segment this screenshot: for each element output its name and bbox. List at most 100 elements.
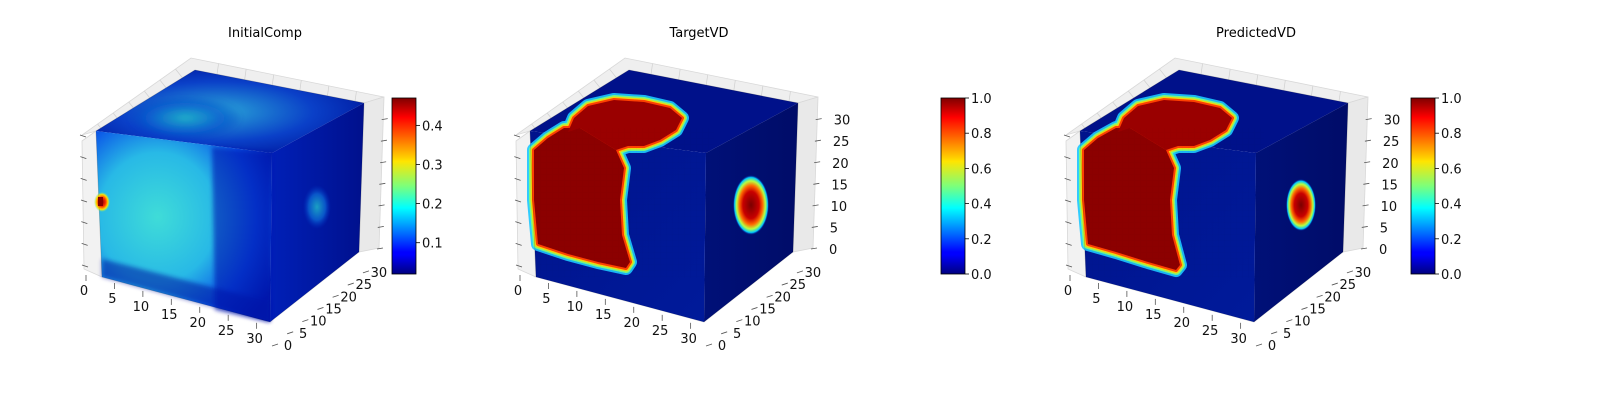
y-tick bbox=[751, 307, 758, 310]
x-tick-label: 15 bbox=[595, 308, 612, 323]
z-tick-left bbox=[81, 264, 89, 268]
side-face-blob bbox=[733, 175, 769, 235]
pane-gridline bbox=[1159, 68, 1168, 80]
voxel-grid-overlay bbox=[534, 128, 714, 278]
y-tick bbox=[1331, 282, 1338, 286]
right-pane bbox=[792, 96, 819, 253]
z-tick-left bbox=[1064, 199, 1072, 203]
x-tick-label: 15 bbox=[161, 308, 178, 323]
voxel-cube bbox=[94, 69, 365, 323]
z-tick bbox=[381, 118, 388, 121]
y-tick-label: 30 bbox=[371, 266, 388, 281]
y-tick bbox=[1255, 343, 1263, 347]
pane-gridline bbox=[175, 68, 184, 80]
y-tick bbox=[362, 270, 370, 274]
x-tick-label: 25 bbox=[1202, 324, 1219, 339]
high-value-region bbox=[527, 93, 714, 278]
axes-panes bbox=[81, 57, 385, 278]
pane-gridline bbox=[609, 68, 618, 80]
y-tick bbox=[721, 331, 728, 335]
z-tick-left bbox=[515, 221, 522, 225]
z-tick-left bbox=[1064, 177, 1071, 181]
colorbar-tick-label: 0.3 bbox=[422, 158, 443, 173]
z-tick-left bbox=[514, 156, 521, 160]
colorbar: 0.0 0.2 0.4 0.6 0.8 1.0 bbox=[1410, 92, 1462, 283]
z-tick bbox=[811, 226, 818, 228]
y-tick bbox=[271, 343, 279, 347]
colorbar-tick-label: 0.8 bbox=[971, 127, 992, 142]
front-right-shade bbox=[212, 147, 272, 322]
y-tick-label: 30 bbox=[805, 266, 822, 281]
colorbar-gradient bbox=[940, 97, 966, 275]
colorbar: 0.1 0.2 0.3 0.4 bbox=[391, 97, 443, 275]
colorbar-tick-label: 0.4 bbox=[1441, 198, 1462, 213]
x-tick-label: 30 bbox=[246, 332, 263, 347]
colorbar-tick-label: 0.6 bbox=[971, 162, 992, 177]
colorbar-tick-label: 0.6 bbox=[1441, 162, 1462, 177]
z-tick-left bbox=[1065, 242, 1072, 246]
z-tick-label: 10 bbox=[1381, 200, 1398, 215]
z-tick bbox=[379, 182, 386, 185]
y-tick bbox=[347, 282, 354, 286]
z-tick-left bbox=[514, 199, 522, 203]
z-tick bbox=[380, 161, 387, 164]
z-tick-label: 5 bbox=[1380, 221, 1388, 236]
y-tick bbox=[1271, 331, 1278, 335]
colorbar-tick-label: 0.8 bbox=[1441, 127, 1462, 142]
x-tick-label: 20 bbox=[189, 316, 206, 331]
colorbar-gradient bbox=[391, 97, 417, 275]
z-tick-left bbox=[80, 156, 87, 160]
z-tick-left bbox=[515, 242, 522, 246]
y-tick-label: 25 bbox=[790, 278, 807, 293]
x-tick-label: 25 bbox=[218, 324, 235, 339]
y-tick-label: 5 bbox=[299, 327, 307, 342]
y-tick-label: 10 bbox=[310, 315, 327, 330]
colorbar-tick-label: 0.0 bbox=[971, 268, 992, 283]
y-tick-label: 5 bbox=[733, 327, 741, 342]
y-tick-label: 15 bbox=[759, 302, 776, 317]
x-tick-label: 5 bbox=[108, 292, 116, 307]
side-face-blob bbox=[303, 185, 331, 229]
z-tick-label: 10 bbox=[831, 200, 848, 215]
colorbar-tick-label: 0.1 bbox=[422, 237, 443, 252]
z-tick-left bbox=[515, 264, 523, 268]
y-tick-label: 0 bbox=[718, 339, 726, 354]
colorbar-tick-label: 0.4 bbox=[422, 119, 443, 134]
y-tick-label: 15 bbox=[1309, 302, 1326, 317]
high-value-region bbox=[1077, 93, 1264, 278]
y-tick-label: 0 bbox=[284, 339, 292, 354]
z-tick bbox=[1364, 139, 1371, 142]
y-tick-label: 5 bbox=[1283, 327, 1291, 342]
y-tick-label: 25 bbox=[1340, 278, 1357, 293]
cube-outline bbox=[95, 69, 365, 323]
x-tick-label: 0 bbox=[80, 284, 88, 299]
z-tick-left bbox=[514, 177, 521, 181]
z-tick-left bbox=[80, 177, 87, 181]
x-tick-label: 5 bbox=[542, 292, 550, 307]
z-tick-label: 25 bbox=[833, 135, 850, 150]
colorbar: 0.0 0.2 0.4 0.6 0.8 1.0 bbox=[940, 92, 992, 283]
x-tick-label: 30 bbox=[680, 332, 697, 347]
z-tick-label: 20 bbox=[1382, 157, 1399, 172]
colorbar-tick-label: 0.2 bbox=[1441, 233, 1462, 248]
z-tick bbox=[377, 226, 384, 228]
z-tick bbox=[1361, 226, 1368, 228]
y-tick bbox=[705, 343, 713, 347]
z-tick-left bbox=[1065, 221, 1072, 225]
z-tick bbox=[378, 204, 385, 207]
z-tick bbox=[376, 247, 384, 250]
z-tick-left bbox=[81, 242, 88, 246]
x-tick-label: 0 bbox=[1064, 284, 1072, 299]
y-tick-label: 20 bbox=[774, 290, 791, 305]
y-tick-label: 20 bbox=[1324, 290, 1341, 305]
voxel-grid-overlay bbox=[1084, 128, 1264, 278]
z-tick bbox=[815, 118, 822, 121]
side-face-blob bbox=[1286, 179, 1316, 231]
